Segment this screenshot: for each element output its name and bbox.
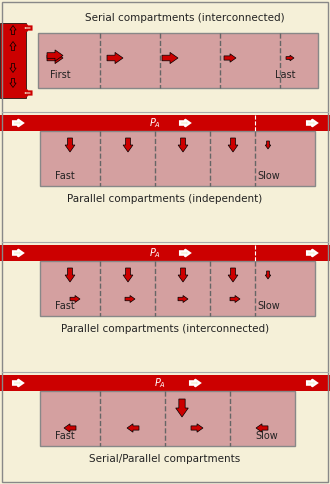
Polygon shape <box>178 138 188 152</box>
Polygon shape <box>307 379 317 387</box>
Polygon shape <box>64 424 76 432</box>
Polygon shape <box>125 296 135 302</box>
Polygon shape <box>65 138 75 152</box>
Polygon shape <box>256 424 268 432</box>
Text: Parallel compartments (independent): Parallel compartments (independent) <box>67 194 263 204</box>
Text: $P_A$: $P_A$ <box>149 246 161 260</box>
Text: Slow: Slow <box>255 431 278 441</box>
Bar <box>40 391 295 446</box>
Bar <box>0 245 330 261</box>
Text: Slow: Slow <box>257 301 280 311</box>
Bar <box>0 375 330 391</box>
Text: Last: Last <box>275 70 295 80</box>
Text: Slow: Slow <box>257 171 280 181</box>
Bar <box>40 261 315 316</box>
Polygon shape <box>176 399 188 417</box>
Polygon shape <box>10 26 16 34</box>
Polygon shape <box>65 268 75 282</box>
Polygon shape <box>228 138 238 152</box>
Polygon shape <box>127 424 139 432</box>
Text: Fast: Fast <box>55 301 75 311</box>
Polygon shape <box>123 138 133 152</box>
Polygon shape <box>228 268 238 282</box>
Polygon shape <box>191 424 203 432</box>
Polygon shape <box>70 296 80 302</box>
Text: Parallel compartments (interconnected): Parallel compartments (interconnected) <box>61 324 269 334</box>
Polygon shape <box>13 120 23 126</box>
Polygon shape <box>162 52 178 63</box>
Polygon shape <box>307 249 317 257</box>
Polygon shape <box>286 55 294 61</box>
Bar <box>40 131 315 186</box>
Polygon shape <box>10 78 16 88</box>
Text: $P_A$: $P_A$ <box>149 116 161 130</box>
Polygon shape <box>10 63 16 73</box>
Polygon shape <box>307 120 317 126</box>
Polygon shape <box>180 249 190 257</box>
Polygon shape <box>178 296 188 302</box>
Polygon shape <box>178 268 188 282</box>
Text: Fast: Fast <box>55 171 75 181</box>
Polygon shape <box>190 379 200 387</box>
Polygon shape <box>47 50 63 61</box>
Polygon shape <box>107 52 123 63</box>
Polygon shape <box>13 379 23 387</box>
Polygon shape <box>265 271 271 279</box>
Polygon shape <box>22 25 31 31</box>
Polygon shape <box>224 54 236 62</box>
Polygon shape <box>265 141 271 149</box>
Text: First: First <box>50 70 71 80</box>
Text: Fast: Fast <box>55 431 75 441</box>
Polygon shape <box>230 296 240 302</box>
Polygon shape <box>22 90 31 96</box>
Text: $P_A$: $P_A$ <box>154 376 166 390</box>
Polygon shape <box>13 249 23 257</box>
FancyBboxPatch shape <box>0 23 26 98</box>
Polygon shape <box>10 42 16 50</box>
Bar <box>0 115 330 131</box>
Polygon shape <box>180 120 190 126</box>
Text: Serial/Parallel compartments: Serial/Parallel compartments <box>89 454 241 464</box>
Text: Serial compartments (interconnected): Serial compartments (interconnected) <box>85 13 285 23</box>
Polygon shape <box>123 268 133 282</box>
FancyBboxPatch shape <box>38 33 318 88</box>
Polygon shape <box>47 52 63 63</box>
